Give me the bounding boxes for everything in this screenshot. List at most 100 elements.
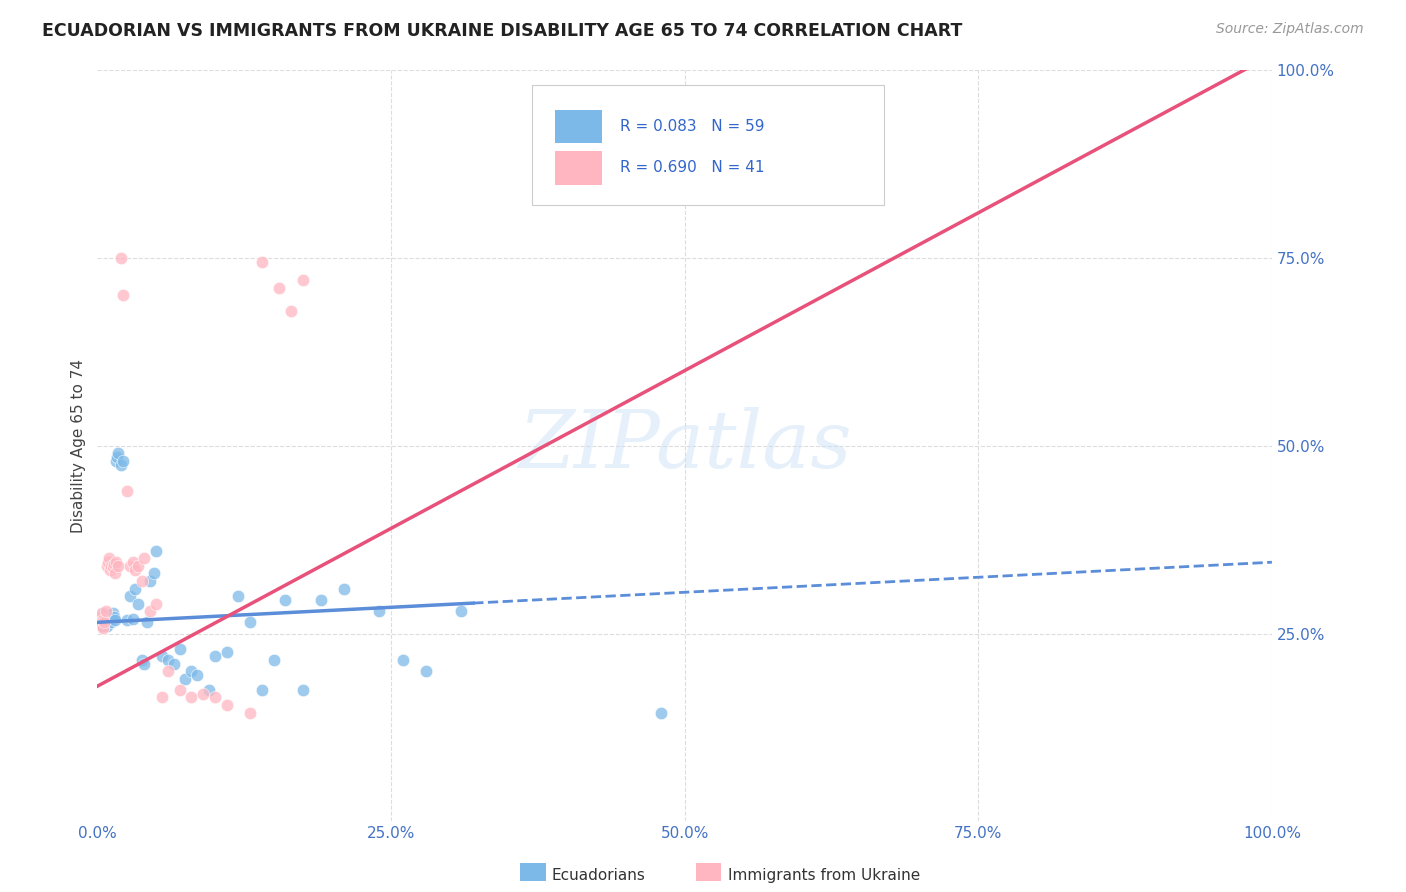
Point: [120, 559, 142, 574]
Y-axis label: Disability Age 65 to 74: Disability Age 65 to 74: [72, 359, 86, 533]
FancyBboxPatch shape: [531, 85, 884, 205]
Text: Source: ZipAtlas.com: Source: ZipAtlas.com: [1216, 22, 1364, 37]
Point: [103, 558, 125, 572]
Point: [309, 592, 332, 607]
Point: [274, 592, 297, 607]
Point: [101, 606, 124, 620]
Point: [139, 574, 162, 588]
Point: [91, 615, 114, 630]
Point: [169, 683, 191, 698]
Point: [291, 683, 314, 698]
Point: [145, 544, 167, 558]
Point: [131, 653, 153, 667]
Point: [107, 559, 129, 574]
Point: [650, 706, 672, 720]
Point: [124, 563, 146, 577]
Point: [96, 611, 118, 625]
Point: [174, 672, 197, 686]
Text: Ecuadorians: Ecuadorians: [551, 869, 645, 883]
Point: [127, 559, 149, 574]
Point: [139, 604, 162, 618]
Point: [180, 690, 202, 705]
Point: [215, 698, 238, 712]
Point: [97, 607, 120, 622]
Point: [239, 615, 262, 630]
Point: [98, 613, 121, 627]
Point: [186, 668, 208, 682]
Point: [98, 563, 121, 577]
Point: [124, 582, 146, 596]
Point: [135, 615, 157, 630]
Point: [280, 303, 302, 318]
Point: [98, 610, 121, 624]
Text: ECUADORIAN VS IMMIGRANTS FROM UKRAINE DISABILITY AGE 65 TO 74 CORRELATION CHART: ECUADORIAN VS IMMIGRANTS FROM UKRAINE DI…: [42, 22, 963, 40]
Point: [96, 559, 118, 574]
Point: [145, 597, 167, 611]
Point: [134, 657, 156, 671]
Point: [91, 619, 114, 633]
Point: [90, 610, 112, 624]
Point: [91, 610, 114, 624]
Point: [156, 653, 179, 667]
Point: [450, 604, 472, 618]
Point: [93, 607, 115, 622]
Point: [94, 610, 117, 624]
Point: [104, 613, 127, 627]
Point: [101, 560, 124, 574]
Point: [91, 619, 114, 633]
Point: [333, 582, 356, 596]
Point: [156, 664, 179, 678]
Point: [110, 458, 132, 472]
Point: [169, 641, 191, 656]
Point: [91, 606, 114, 620]
Point: [112, 454, 135, 468]
Text: ZIPatlas: ZIPatlas: [517, 407, 852, 484]
Point: [131, 574, 153, 588]
Point: [94, 615, 117, 630]
Point: [198, 683, 221, 698]
Point: [112, 288, 135, 302]
Point: [98, 551, 121, 566]
Point: [150, 690, 173, 705]
Text: R = 0.083   N = 59: R = 0.083 N = 59: [620, 119, 765, 134]
Point: [105, 454, 128, 468]
Point: [239, 706, 262, 720]
Point: [98, 611, 121, 625]
Bar: [555, 110, 602, 144]
Point: [250, 254, 273, 268]
Point: [250, 683, 273, 698]
Point: [215, 645, 238, 659]
Point: [93, 613, 115, 627]
Point: [121, 611, 143, 625]
Point: [115, 613, 138, 627]
Point: [180, 664, 202, 678]
Point: [100, 615, 122, 630]
Point: [100, 559, 122, 574]
Point: [134, 551, 156, 566]
Point: [150, 649, 173, 664]
Point: [105, 555, 128, 569]
Point: [104, 566, 127, 581]
Point: [115, 483, 138, 498]
Point: [91, 606, 114, 620]
Point: [107, 446, 129, 460]
Point: [89, 611, 111, 625]
Point: [94, 604, 117, 618]
Point: [204, 649, 226, 664]
Point: [226, 589, 249, 603]
Point: [91, 613, 114, 627]
Point: [120, 589, 142, 603]
Point: [142, 566, 165, 581]
Point: [204, 690, 226, 705]
Point: [110, 251, 132, 265]
Point: [127, 597, 149, 611]
Point: [269, 281, 291, 295]
Point: [263, 653, 285, 667]
Point: [105, 450, 128, 464]
Point: [291, 273, 314, 287]
Text: R = 0.690   N = 41: R = 0.690 N = 41: [620, 161, 765, 175]
Point: [121, 555, 143, 569]
Point: [90, 613, 112, 627]
Point: [96, 619, 118, 633]
Bar: [555, 151, 602, 185]
